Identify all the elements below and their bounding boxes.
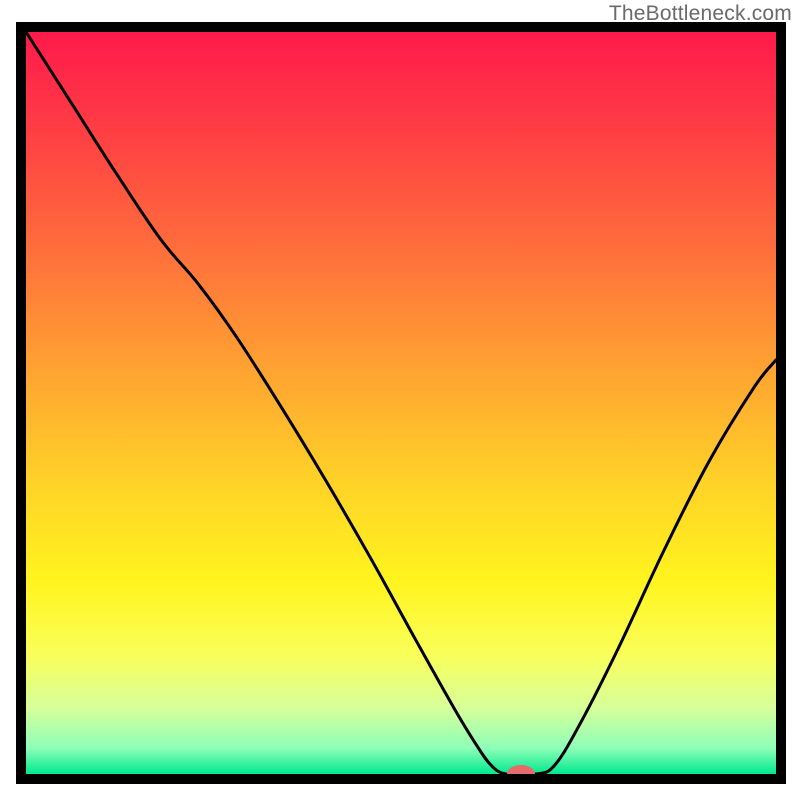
watermark-text: TheBottleneck.com [609,2,792,26]
chart-canvas: TheBottleneck.com [0,0,800,800]
bottleneck-chart [0,0,800,800]
gradient-background [26,32,776,774]
